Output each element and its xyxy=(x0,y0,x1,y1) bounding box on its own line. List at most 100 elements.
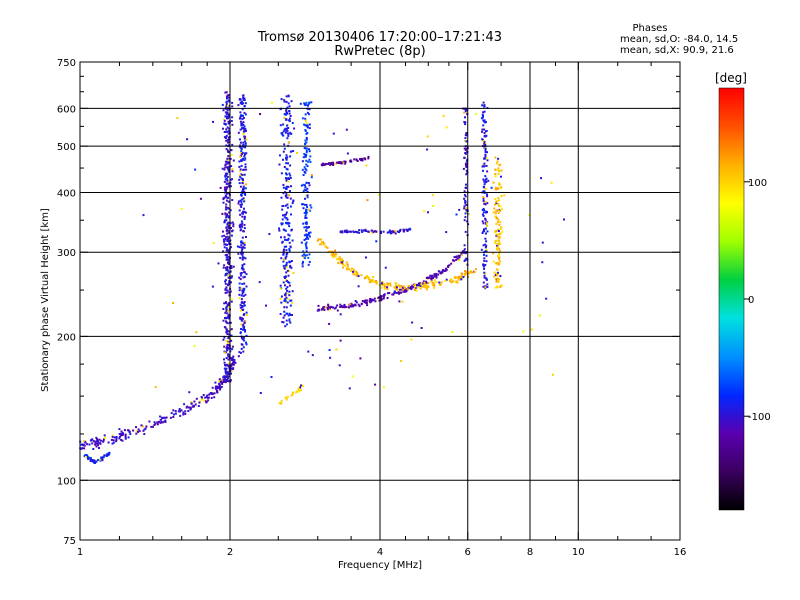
data-point xyxy=(440,281,443,284)
data-point xyxy=(225,192,228,195)
data-point xyxy=(280,172,283,175)
data-point xyxy=(430,278,433,281)
data-point xyxy=(486,230,489,233)
data-point xyxy=(364,299,367,302)
data-point xyxy=(497,212,500,214)
data-point xyxy=(409,287,412,290)
data-point xyxy=(403,285,406,288)
data-point xyxy=(240,164,243,167)
data-point xyxy=(280,295,283,298)
data-point xyxy=(227,365,230,368)
data-point xyxy=(545,297,548,300)
data-point xyxy=(224,351,227,354)
data-point xyxy=(454,281,457,283)
data-point xyxy=(240,246,243,249)
data-point xyxy=(435,276,438,279)
data-point xyxy=(226,222,229,225)
data-point xyxy=(231,116,234,119)
data-point xyxy=(242,117,245,119)
data-point xyxy=(241,127,244,130)
data-point xyxy=(464,270,466,272)
data-point xyxy=(240,253,243,256)
data-point xyxy=(238,297,241,300)
data-point xyxy=(499,243,501,246)
data-point xyxy=(435,281,438,284)
data-point xyxy=(219,380,222,383)
data-point xyxy=(484,142,487,145)
data-point xyxy=(243,304,246,307)
data-point xyxy=(342,260,344,263)
data-point xyxy=(225,340,228,342)
data-point xyxy=(240,194,243,197)
data-point xyxy=(226,249,229,252)
data-point xyxy=(465,108,468,111)
data-point xyxy=(142,214,145,217)
data-point xyxy=(224,123,227,126)
data-point xyxy=(316,239,319,242)
data-point xyxy=(239,146,242,149)
data-point xyxy=(301,262,304,265)
data-point xyxy=(305,147,308,150)
data-point xyxy=(494,188,497,191)
data-point xyxy=(240,309,242,312)
data-point xyxy=(355,271,358,274)
data-point xyxy=(286,323,288,326)
stats-heading: Phases xyxy=(632,23,667,34)
data-point xyxy=(305,233,308,236)
data-point xyxy=(240,240,243,243)
data-point xyxy=(290,213,292,216)
data-point xyxy=(226,126,229,129)
data-point xyxy=(83,444,86,447)
data-point xyxy=(227,141,229,144)
data-point xyxy=(367,276,369,279)
data-point xyxy=(288,284,291,287)
data-point xyxy=(443,269,446,272)
data-point xyxy=(224,194,227,197)
data-point xyxy=(224,212,227,215)
data-point xyxy=(481,220,484,223)
data-point xyxy=(107,454,109,457)
data-point xyxy=(351,375,354,378)
x-tick-label: 10 xyxy=(572,547,585,558)
data-point xyxy=(231,357,234,360)
data-point xyxy=(227,315,230,318)
data-point xyxy=(289,131,292,134)
data-point xyxy=(279,297,282,300)
data-point xyxy=(92,448,95,450)
data-point xyxy=(238,282,241,285)
data-point xyxy=(143,433,146,435)
data-point xyxy=(228,127,231,130)
data-point xyxy=(176,117,179,119)
data-point xyxy=(211,285,214,288)
data-point xyxy=(194,403,197,406)
data-point xyxy=(226,375,229,378)
data-point xyxy=(329,250,332,253)
data-point xyxy=(305,246,308,249)
data-point xyxy=(226,228,229,231)
data-point xyxy=(227,341,230,344)
data-point xyxy=(230,165,233,168)
data-point xyxy=(239,168,242,171)
data-point xyxy=(486,170,489,173)
data-point xyxy=(285,172,287,175)
data-point xyxy=(242,346,245,349)
data-point xyxy=(348,306,351,309)
data-point xyxy=(283,143,286,146)
data-point xyxy=(239,229,242,232)
data-point xyxy=(245,236,247,238)
data-point xyxy=(309,161,312,163)
data-point xyxy=(371,299,374,302)
data-point xyxy=(241,173,244,176)
data-point xyxy=(369,298,372,300)
data-point xyxy=(351,304,354,307)
data-point xyxy=(302,156,305,159)
data-point xyxy=(282,228,285,231)
data-point xyxy=(227,224,230,226)
data-point xyxy=(304,216,307,219)
data-point xyxy=(495,230,498,233)
data-point xyxy=(300,389,302,392)
data-point xyxy=(290,299,293,302)
data-point xyxy=(241,108,244,111)
data-point xyxy=(224,279,227,282)
data-point xyxy=(232,265,235,268)
